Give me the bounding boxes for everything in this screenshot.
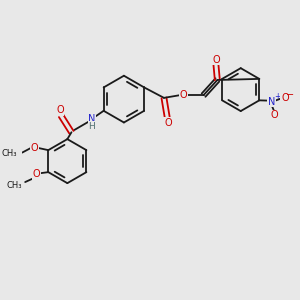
Text: CH₃: CH₃: [1, 149, 17, 158]
Text: O: O: [33, 169, 40, 179]
Text: O: O: [164, 118, 172, 128]
Text: O: O: [281, 93, 289, 103]
Text: −: −: [286, 90, 294, 100]
Text: O: O: [180, 90, 188, 100]
Text: N: N: [268, 97, 275, 107]
Text: CH₃: CH₃: [6, 181, 22, 190]
Text: O: O: [56, 105, 64, 115]
Text: O: O: [31, 143, 38, 153]
Text: +: +: [274, 92, 280, 101]
Text: N: N: [88, 113, 96, 124]
Text: O: O: [212, 55, 220, 65]
Text: O: O: [271, 110, 278, 121]
Text: H: H: [88, 122, 95, 131]
